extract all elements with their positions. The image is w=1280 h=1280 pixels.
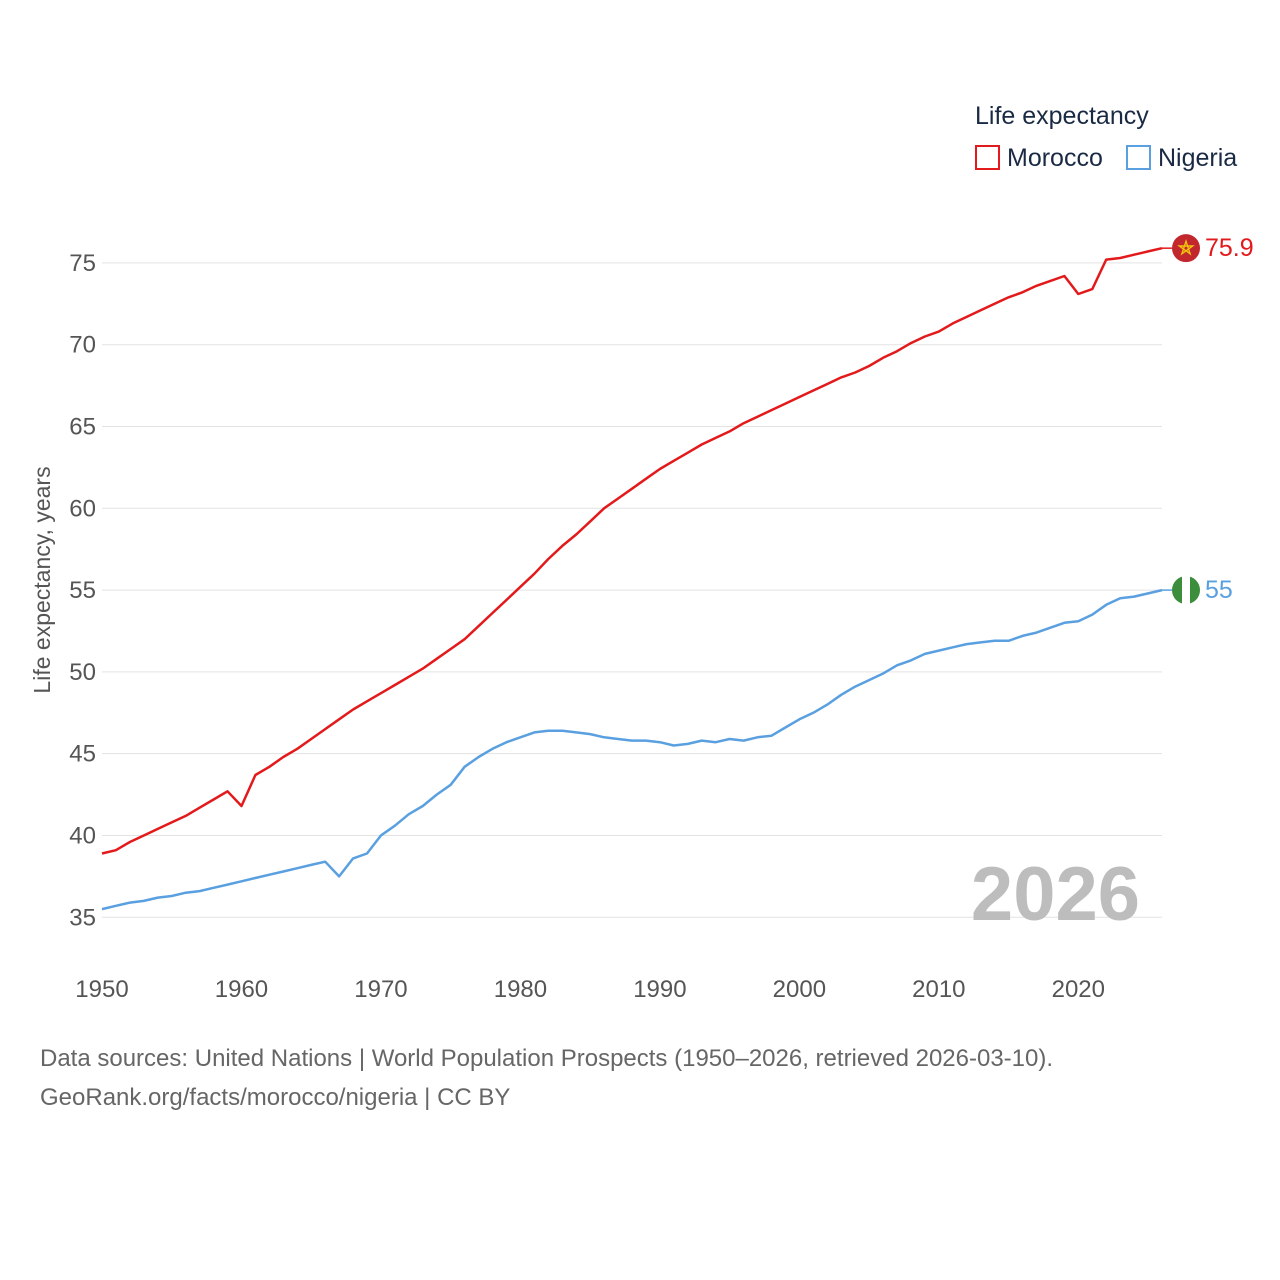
x-tick-label-1950: 1950 (75, 976, 128, 1003)
series-line-morocco (101, 246, 1163, 855)
legend: Life expectancy Morocco Nigeria (975, 102, 1237, 172)
y-tick-label-40: 40 (69, 822, 96, 849)
legend-swatch-nigeria (1126, 145, 1151, 170)
y-axis-ticks: 35 40 45 50 55 60 65 70 75 (69, 250, 96, 931)
nigeria-flag-green-right (1190, 576, 1200, 605)
footer-source: Data sources: United Nations | World Pop… (40, 1045, 1054, 1072)
morocco-flag-star (1177, 238, 1195, 256)
nigeria-flag-green-left (1172, 576, 1182, 605)
nigeria-flag-white (1182, 576, 1190, 605)
nigeria-flag-stripes (1172, 576, 1200, 605)
y-axis-title: Life expectancy, years (29, 466, 55, 693)
legend-item-morocco[interactable]: Morocco (975, 144, 1103, 172)
y-tick-label-70: 70 (69, 332, 96, 359)
x-tick-label-2020: 2020 (1052, 976, 1105, 1003)
series-endpoints: 75.9 55 (1162, 234, 1254, 605)
end-label-nigeria: 55 (1205, 576, 1233, 604)
gridlines (102, 262, 1162, 918)
morocco-flag-icon (1172, 234, 1200, 263)
end-label-morocco: 75.9 (1205, 234, 1254, 262)
y-tick-label-60: 60 (69, 495, 96, 522)
y-tick-label-50: 50 (69, 659, 96, 686)
x-tick-label-1960: 1960 (215, 976, 268, 1003)
legend-label-nigeria: Nigeria (1158, 144, 1237, 172)
x-tick-label-1990: 1990 (633, 976, 686, 1003)
footer-credit[interactable]: GeoRank.org/facts/morocco/nigeria | CC B… (40, 1084, 511, 1111)
x-tick-label-1970: 1970 (354, 976, 407, 1003)
series-line-nigeria (101, 588, 1163, 911)
legend-swatch-morocco (975, 145, 1000, 170)
y-tick-label-75: 75 (69, 250, 96, 277)
line-chart: 35 40 45 50 55 60 65 70 75 1950 1960 1970 1980 1990 2… (29, 102, 1254, 1003)
legend-label-morocco: Morocco (1007, 144, 1103, 172)
y-tick-label-55: 55 (69, 577, 96, 604)
series-lines (101, 246, 1163, 911)
legend-item-nigeria[interactable]: Nigeria (1126, 144, 1237, 172)
x-tick-label-2010: 2010 (912, 976, 965, 1003)
y-tick-label-45: 45 (69, 741, 96, 768)
legend-title: Life expectancy (975, 102, 1149, 130)
x-tick-label-2000: 2000 (773, 976, 826, 1003)
x-axis-ticks: 1950 1960 1970 1980 1990 2000 2010 2020 (75, 976, 1105, 1003)
x-tick-label-1980: 1980 (494, 976, 547, 1003)
year-watermark: 2026 (971, 852, 1140, 937)
morocco-flag-disc (1172, 234, 1200, 263)
nigeria-flag-icon (1172, 576, 1200, 605)
y-tick-label-65: 65 (69, 413, 96, 440)
y-tick-label-35: 35 (69, 904, 96, 931)
